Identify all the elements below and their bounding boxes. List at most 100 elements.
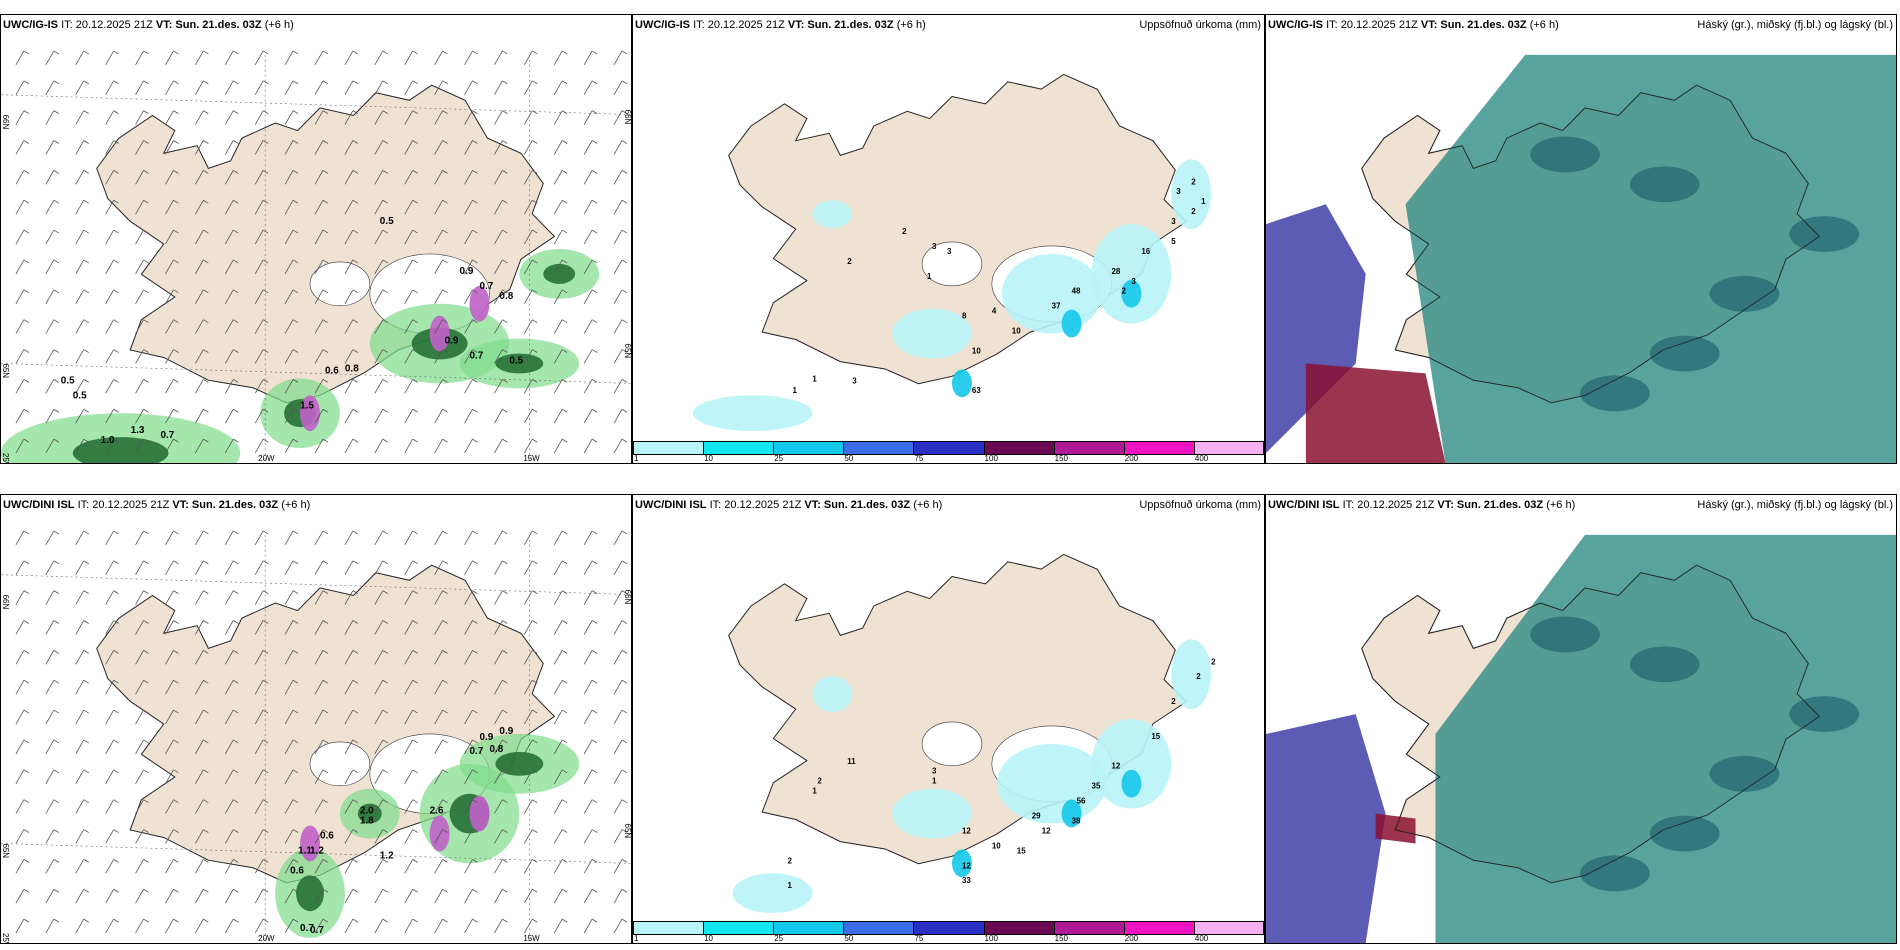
colorbar-tick: 10	[704, 934, 714, 943]
colorbar-swatch	[843, 921, 914, 935]
wind-barb	[254, 199, 269, 215]
wind-barb	[494, 379, 508, 394]
wind-barb	[105, 799, 119, 814]
wind-barb	[284, 140, 299, 155]
wind-barb	[314, 530, 329, 546]
wind-barb	[224, 438, 239, 454]
precip-area	[1091, 224, 1172, 324]
wind-barb	[344, 140, 359, 155]
wind-barb	[464, 259, 478, 275]
wind-barb	[374, 829, 388, 844]
wind-barb	[15, 170, 30, 185]
wind-barb	[553, 259, 568, 275]
wind-barb	[224, 229, 239, 245]
wind-barb	[494, 679, 508, 695]
wind-barb	[165, 560, 179, 575]
wind-barb	[165, 229, 179, 245]
wind-barb	[165, 590, 179, 605]
wind-barb	[314, 620, 329, 635]
wind-barb	[195, 829, 209, 844]
wind-barb	[135, 349, 149, 364]
wind-barb	[344, 289, 359, 304]
wind-barb	[464, 829, 478, 844]
cloud-patch	[1649, 335, 1720, 372]
wind-barb	[464, 888, 478, 904]
wind-barb	[404, 80, 418, 95]
wind-barb	[165, 650, 179, 665]
wind-barb	[583, 259, 598, 275]
wind-barb	[314, 859, 329, 874]
wind-barb	[45, 650, 60, 665]
wind-barb	[494, 170, 508, 185]
value-label: 0.7	[470, 746, 484, 757]
wind-barb	[75, 199, 89, 215]
colorbar-tick: 10	[704, 454, 714, 463]
wind-barb	[165, 170, 179, 185]
wind-barb	[404, 530, 418, 546]
panel-cloud-igis: UWC/IG-IS IT: 20.12.2025 21Z VT: Sun. 21…	[1265, 14, 1897, 464]
wind-barb	[105, 110, 119, 125]
wind-barb	[523, 799, 538, 814]
value-label: 1.0	[101, 435, 115, 446]
panel-title: Háský (gr.), miðský (fj.bl.) og lágský (…	[1697, 19, 1893, 31]
wind-barb	[583, 140, 598, 155]
wind-barb	[135, 679, 149, 695]
wind-barb	[344, 319, 359, 334]
value-label: 2	[1191, 207, 1196, 216]
axis-label: 20W	[258, 934, 275, 943]
wind-barb	[254, 349, 269, 364]
wind-barb	[434, 590, 448, 605]
panel-wind-dini: UWC/DINI ISL IT: 20.12.2025 21Z VT: Sun.…	[0, 494, 632, 944]
graticule-line	[1, 843, 631, 864]
wind-barb	[165, 259, 179, 275]
wind-barb	[195, 170, 209, 185]
axis-label: 25W	[1, 933, 10, 943]
graticule-line	[1, 574, 631, 595]
value-label: 2	[817, 777, 822, 786]
wind-barb	[553, 80, 568, 95]
wind-barb	[583, 739, 598, 755]
wind-barb	[344, 799, 359, 814]
cloud-patch	[1709, 755, 1780, 792]
value-label: 0.8	[499, 291, 513, 302]
panel-header: UWC/IG-IS IT: 20.12.2025 21Z VT: Sun. 21…	[1266, 15, 1896, 35]
value-label: 4	[992, 307, 997, 316]
wind-barb	[434, 650, 448, 665]
wind-barb	[45, 80, 60, 95]
wind-barb	[613, 739, 628, 755]
wind-barb	[15, 620, 30, 635]
wind-barb	[165, 769, 179, 784]
wind-barb	[254, 590, 269, 605]
wind-barb	[523, 50, 538, 66]
wind-barb	[105, 650, 119, 665]
wind-barb	[494, 829, 508, 844]
colorbar-swatch	[913, 441, 984, 455]
wind-barb	[224, 170, 239, 185]
wind-barb	[494, 140, 508, 155]
panel-title: Uppsöfnuð úrkoma (mm)	[1139, 499, 1261, 511]
wind-barb	[314, 829, 329, 844]
wind-barb	[195, 560, 209, 575]
cloud-patch	[1649, 815, 1720, 852]
wind-barb	[434, 438, 448, 454]
wind-barb	[494, 80, 508, 95]
wind-barb	[404, 140, 418, 155]
value-label: 37	[1052, 302, 1061, 311]
wind-barb	[105, 739, 119, 755]
wind-barb	[254, 170, 269, 185]
wind-barb	[105, 859, 119, 874]
wind-barb	[523, 379, 538, 394]
wind-barb	[75, 349, 89, 364]
wind-barb	[523, 918, 538, 934]
wind-barb	[523, 259, 538, 275]
wind-barb	[135, 888, 149, 904]
wind-barb	[434, 319, 448, 334]
wind-barb	[165, 829, 179, 844]
wind-barb	[195, 319, 209, 334]
wind-barb	[284, 408, 299, 424]
wind-barb	[284, 709, 299, 725]
wind-barb	[374, 229, 388, 245]
wind-barb	[374, 438, 388, 454]
wind-barb	[434, 229, 448, 245]
value-label: 63	[972, 386, 981, 395]
